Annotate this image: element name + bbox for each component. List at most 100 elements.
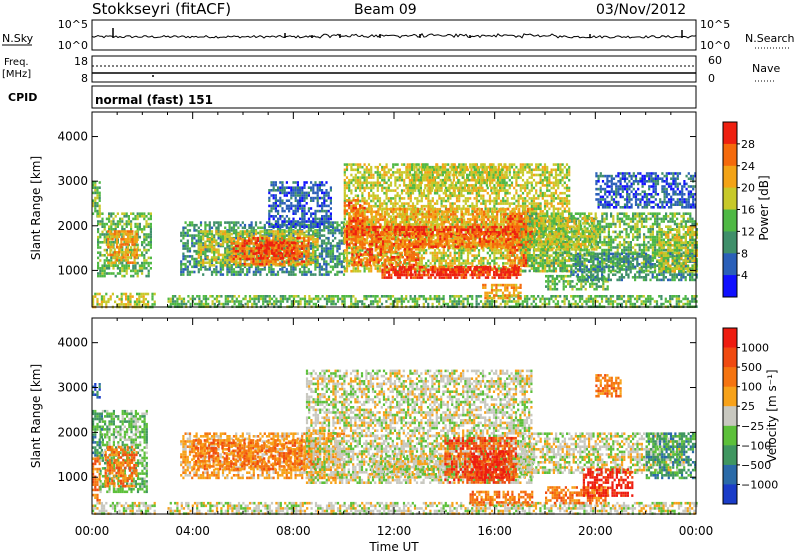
heatmap-cell [235, 221, 238, 224]
heatmap-cell [273, 251, 276, 255]
heatmap-cell [191, 297, 194, 301]
heatmap-cell [359, 184, 362, 187]
heatmap-cell [420, 269, 423, 273]
heatmap-cell [253, 297, 256, 301]
heatmap-cell [143, 264, 146, 267]
heatmap-cell [231, 297, 234, 301]
heatmap-cell [323, 226, 326, 230]
heatmap-cell [195, 239, 198, 243]
heatmap-cell [112, 251, 115, 254]
heatmap-cell [213, 268, 216, 271]
heatmap-cell [232, 247, 235, 250]
heatmap-cell [287, 257, 290, 261]
heatmap-cell [206, 230, 209, 233]
heatmap-cell [429, 199, 432, 203]
heatmap-cell [112, 212, 115, 215]
heatmap-cell [215, 261, 218, 264]
heatmap-cell [283, 220, 286, 223]
heatmap-cell [299, 186, 302, 189]
heatmap-cell [180, 270, 183, 274]
heatmap-cell [230, 270, 233, 274]
heatmap-cell [135, 240, 138, 244]
heatmap-cell [458, 259, 461, 263]
heatmap-cell [352, 176, 355, 179]
heatmap-cell [309, 242, 313, 245]
heatmap-cell [418, 210, 421, 213]
heatmap-cell [294, 196, 297, 200]
heatmap-cell [275, 300, 278, 303]
heatmap-cell [248, 239, 251, 243]
heatmap-cell [213, 245, 216, 249]
heatmap-cell [490, 302, 494, 306]
heatmap-cell [182, 231, 185, 235]
date-title: 03/Nov/2012 [596, 2, 686, 18]
heatmap-cell [314, 217, 317, 221]
heatmap-cell [268, 220, 271, 223]
heatmap-cell [237, 242, 240, 245]
heatmap-cell [232, 226, 236, 230]
heatmap-cell [594, 297, 597, 301]
heatmap-cell [361, 262, 364, 265]
heatmap-cell [235, 247, 238, 250]
heatmap-cell [232, 242, 235, 245]
heatmap-cell [299, 302, 302, 306]
heatmap-cell [142, 292, 145, 296]
heatmap-cell [361, 176, 364, 179]
heatmap-cell [197, 245, 200, 249]
heatmap-cell [576, 302, 579, 306]
heatmap-cell [199, 243, 203, 246]
heatmap-cell [133, 238, 136, 241]
heatmap-cell [193, 297, 197, 301]
heatmap-cell [376, 189, 379, 192]
heatmap-cell [147, 292, 150, 296]
heatmap-cell [290, 254, 293, 257]
heatmap-cell [307, 260, 310, 263]
heatmap-cell [252, 247, 255, 250]
heatmap-cell [385, 171, 388, 174]
heatmap-cell [440, 259, 443, 263]
heatmap-cell [197, 239, 200, 243]
heatmap-cell [140, 292, 143, 296]
heatmap-cell [363, 176, 366, 179]
heatmap-cell [323, 247, 326, 250]
heatmap-cell [367, 202, 371, 205]
heatmap-cell [396, 262, 399, 265]
heatmap-cell [308, 295, 311, 298]
heatmap-cell [277, 189, 280, 192]
heatmap-cell [466, 295, 469, 298]
heatmap-cell [336, 270, 339, 274]
heatmap-cell [316, 221, 319, 224]
heatmap-cell [217, 256, 220, 259]
heatmap-cell [305, 257, 308, 261]
heatmap-cell [277, 246, 280, 250]
heatmap-cell [458, 171, 461, 174]
heatmap-cell [416, 262, 419, 265]
heatmap-cell [449, 165, 452, 169]
heatmap-cell [111, 232, 114, 236]
heatmap-cell [99, 220, 102, 223]
heatmap-cell [420, 249, 423, 252]
heatmap-cell [206, 257, 209, 261]
heatmap-cell [403, 197, 406, 200]
heatmap-cell [96, 297, 99, 301]
heatmap-cell [193, 242, 196, 245]
heatmap-cell [359, 181, 362, 185]
heatmap-cell [325, 260, 328, 263]
heatmap-cell [281, 232, 284, 236]
heatmap-cell [199, 257, 203, 261]
heatmap-cell [420, 191, 423, 195]
heatmap-cell [292, 181, 295, 184]
heatmap-cell [283, 191, 286, 195]
heatmap-cell [213, 223, 216, 227]
heatmap-cell [321, 183, 324, 187]
heatmap-cell [447, 194, 450, 198]
heatmap-cell [133, 248, 136, 251]
heatmap-cell [414, 171, 417, 174]
heatmap-cell [447, 254, 450, 257]
heatmap-cell [433, 295, 436, 298]
heatmap-cell [226, 261, 229, 264]
heatmap-cell [196, 295, 199, 298]
heatmap-cell [458, 246, 461, 250]
heatmap-cell [345, 186, 349, 190]
